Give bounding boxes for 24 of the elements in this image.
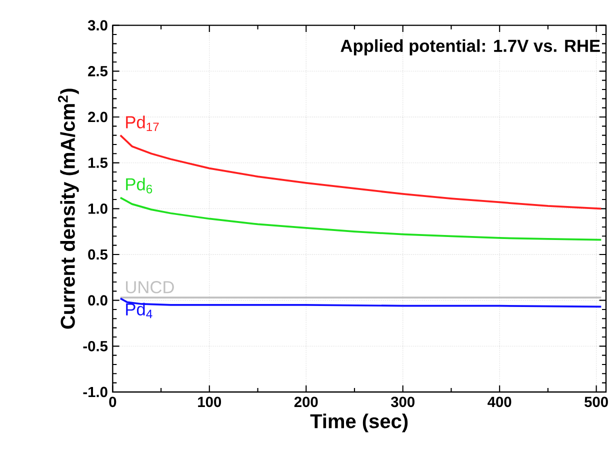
line-series <box>119 134 602 210</box>
y-tick-label: 1.5 <box>88 158 108 168</box>
series-label: UNCD <box>126 281 174 294</box>
x-tick-label: 200 <box>294 396 318 408</box>
x-tick-label: 300 <box>390 396 414 408</box>
series-label: Pd$_{4}$ <box>126 302 152 318</box>
annotation: Applied potential: 1.7V vs. RHE <box>340 39 600 56</box>
series-label: Pd$_{17}$ <box>126 116 159 132</box>
series-label: Pd$_{6}$ <box>126 178 152 194</box>
x-tick-label: 100 <box>198 396 222 408</box>
y-tick-label: 0.0 <box>88 295 108 306</box>
line-series <box>119 196 602 241</box>
y-tick-label: 0.5 <box>88 249 108 260</box>
x-tick-label: 500 <box>584 396 608 408</box>
y-tick-label: -0.5 <box>83 340 108 352</box>
y-tick-label: 1.0 <box>88 203 108 214</box>
x-tick-label: 400 <box>488 396 512 408</box>
x-tick-label: 0 <box>109 396 116 408</box>
y-tick-label: 3.0 <box>88 20 108 31</box>
x-axis-title: Time (sec) <box>310 414 408 432</box>
y-axis-title: Current density (mA/cm$^{2}$) <box>58 88 79 329</box>
y-tick-label: -1.0 <box>83 386 108 398</box>
y-tick-label: 2.5 <box>88 66 108 76</box>
y-tick-label: 2.0 <box>88 112 108 122</box>
